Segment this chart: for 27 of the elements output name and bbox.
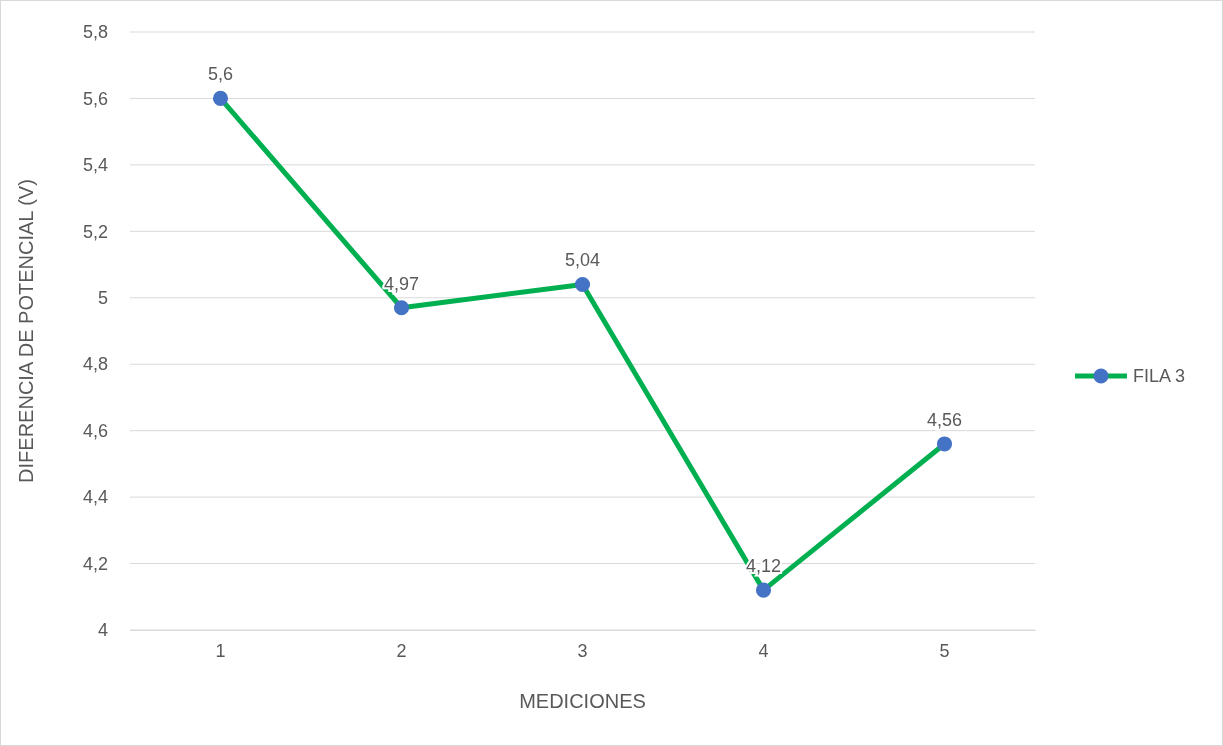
data-label: 4,56 — [926, 409, 963, 430]
x-tick-label: 2 — [396, 640, 407, 661]
x-tick-label: 1 — [215, 640, 226, 661]
y-tick-label: 5,2 — [82, 221, 108, 242]
x-tick-label: 4 — [758, 640, 769, 661]
x-tick-label: 5 — [939, 640, 950, 661]
point — [393, 300, 410, 316]
data-label: 5,04 — [564, 250, 601, 271]
x-axis-title: MEDICIONES — [519, 690, 646, 712]
data-label: 5,6 — [207, 64, 234, 85]
point — [212, 90, 229, 106]
y-tick-label: 5 — [97, 288, 108, 309]
point — [574, 276, 591, 293]
y-tick-label: 5,6 — [82, 88, 108, 109]
y-axis-title: DIFERENCIA DE POTENCIAL (V) — [15, 179, 37, 483]
y-tick-label: 4,8 — [82, 354, 108, 375]
y-tick-label: 5,4 — [82, 155, 108, 176]
y-tick-label: 4,6 — [82, 420, 108, 441]
data-label: 4,97 — [383, 273, 420, 294]
y-tick-label: 4,4 — [82, 487, 108, 508]
point — [755, 582, 772, 598]
legend-label: FILA 3 — [1133, 366, 1186, 386]
point — [936, 436, 953, 452]
y-tick-label: 4 — [97, 620, 108, 641]
x-tick-label: 3 — [577, 640, 588, 661]
y-tick-label: 5,8 — [82, 22, 108, 43]
y-tick-label: 4,2 — [82, 553, 108, 574]
